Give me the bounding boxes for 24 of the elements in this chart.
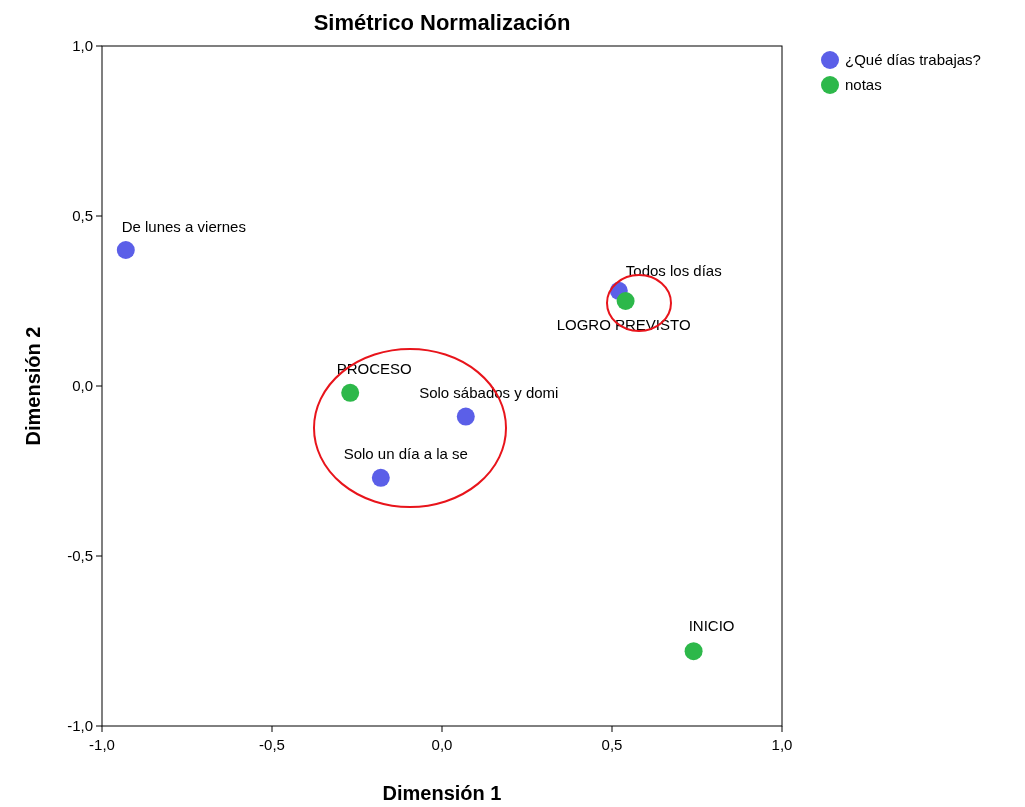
point — [371, 468, 390, 487]
x-tick-label: 0,5 — [601, 736, 623, 753]
point — [684, 642, 703, 661]
legend-label: ¿Qué días trabajas? — [845, 51, 981, 68]
point — [116, 241, 135, 259]
point — [456, 407, 475, 426]
y-tick-label: 0,5 — [72, 207, 93, 224]
y-tick-label: 0,0 — [72, 377, 93, 394]
x-tick-label: 1,0 — [771, 736, 793, 753]
y-axis-title: Dimensión 2 — [22, 326, 44, 446]
point — [341, 383, 360, 402]
annotation: Solo un día a la se — [343, 444, 468, 462]
y-tick-label: 1,0 — [72, 37, 93, 54]
x-tick-label: -1,0 — [89, 736, 115, 753]
point — [616, 292, 635, 310]
y-tick-label: -0,5 — [67, 547, 93, 564]
chart-title: Simétrico Normalización — [313, 10, 571, 35]
x-tick-label: -0,5 — [259, 736, 285, 753]
x-tick-label: 0,0 — [431, 736, 453, 753]
y-tick-label: -1,0 — [67, 717, 93, 734]
annotation: INICIO — [688, 617, 735, 635]
legend-label: notas — [845, 76, 882, 93]
annotation: De lunes a viernes — [121, 218, 246, 235]
x-axis-title: Dimensión 1 — [382, 782, 502, 804]
